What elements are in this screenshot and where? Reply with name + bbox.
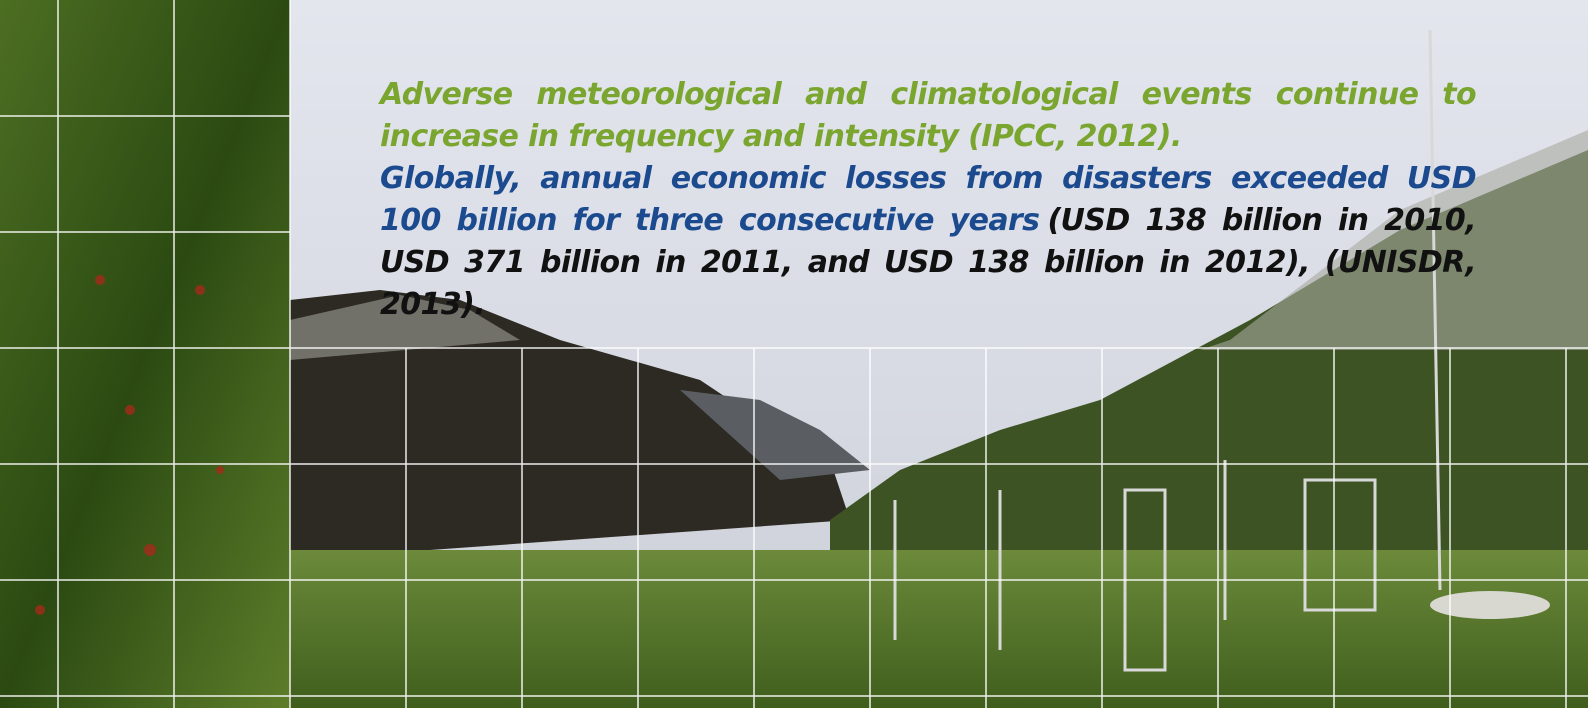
text-block: Adverse meteorological and climatologica… [380,74,1476,326]
paragraph: Globally, annual economic losses from di… [380,158,1476,326]
paragraph: Adverse meteorological and climatologica… [380,74,1476,158]
page: Adverse meteorological and climatologica… [0,0,1588,708]
